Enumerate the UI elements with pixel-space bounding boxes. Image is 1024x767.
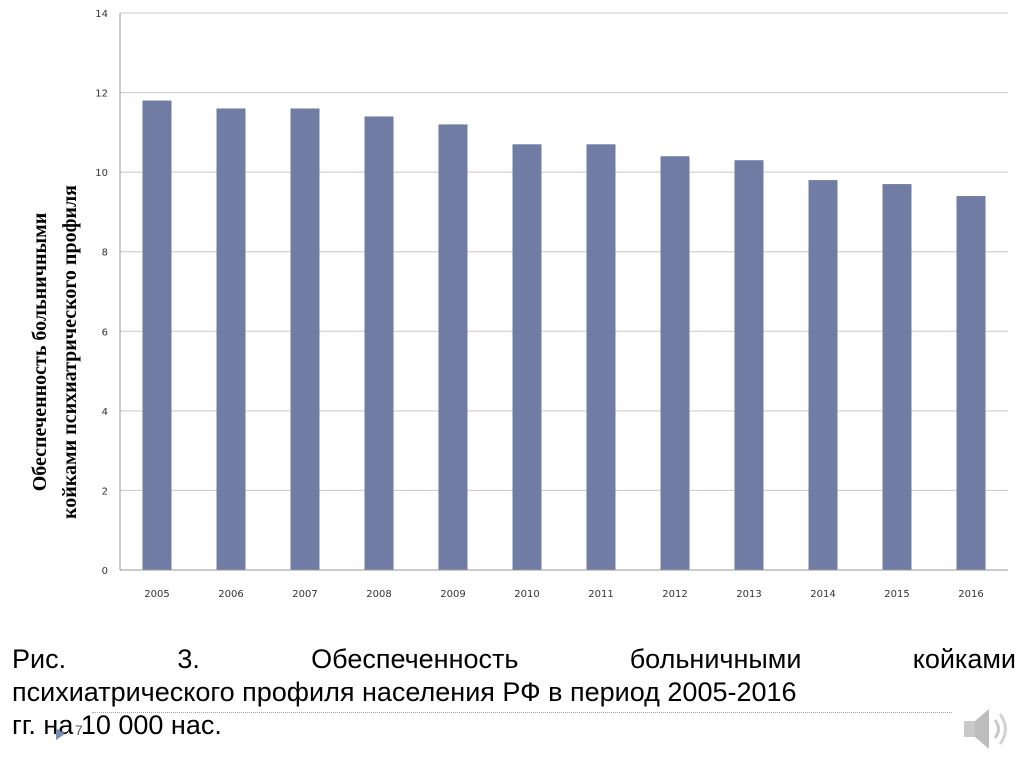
- bar-chart: 0 2 4 6 8 10 12 14 2005 2006 2007 2008 2009 2010 2011…: [29, 9, 1008, 600]
- speaker-icon[interactable]: [958, 700, 1016, 758]
- caption-line1: Рис. 3. Обеспеченность больничными койка…: [12, 643, 1016, 676]
- gridlines: [120, 12, 1008, 491]
- y-axis-label-line1: Обеспеченность больничными: [29, 213, 51, 492]
- bar: [956, 196, 986, 570]
- y-tick-label: 12: [95, 89, 108, 100]
- bar: [364, 116, 394, 570]
- x-tick-label: 2006: [218, 589, 243, 600]
- bar: [216, 108, 246, 570]
- x-tick-labels: 2005 2006 2007 2008 2009 2010 2011 2012 2013 2014…: [144, 589, 983, 600]
- bar: [290, 108, 320, 570]
- bars: [142, 100, 986, 571]
- triangle-right-icon[interactable]: [56, 728, 65, 740]
- x-tick-label: 2008: [366, 589, 391, 600]
- y-tick-label: 6: [102, 327, 108, 338]
- bar: [512, 144, 542, 571]
- y-axis-label-line2: койками психиатрического профиля: [59, 185, 81, 519]
- y-tick-label: 8: [102, 248, 108, 259]
- y-tick-label: 14: [95, 9, 108, 20]
- y-tick-labels: 0 2 4 6 8 10 12 14: [95, 9, 108, 577]
- y-tick-label: 10: [95, 168, 108, 179]
- x-tick-label: 2014: [810, 589, 835, 600]
- caption-word: 3.: [177, 644, 200, 674]
- x-tick-label: 2015: [884, 589, 909, 600]
- x-tick-label: 2010: [514, 589, 539, 600]
- y-axis-label: Обеспеченность больничными койками психи…: [29, 185, 81, 519]
- bar: [734, 160, 764, 570]
- y-tick-label: 2: [102, 486, 108, 497]
- x-tick-label: 2009: [440, 589, 465, 600]
- caption-word: больничными: [629, 644, 802, 674]
- caption-line2: психиатрического профиля населения РФ в …: [12, 677, 797, 707]
- x-tick-label: 2011: [588, 589, 613, 600]
- bar: [660, 156, 690, 570]
- x-tick-label: 2016: [958, 589, 983, 600]
- bar: [438, 124, 468, 571]
- figure-caption: Рис. 3. Обеспеченность больничными койка…: [12, 643, 1016, 742]
- axes: [119, 13, 1008, 571]
- x-tick-label: 2012: [662, 589, 687, 600]
- bar: [882, 184, 912, 571]
- y-tick-label: 4: [102, 407, 108, 418]
- caption-word: Обеспеченность: [311, 644, 519, 674]
- bar: [808, 180, 838, 570]
- x-tick-label: 2007: [292, 589, 317, 600]
- caption-word: Рис.: [12, 644, 67, 674]
- bar: [142, 100, 172, 571]
- caption-word: койками: [912, 644, 1016, 674]
- page-number: 7: [75, 722, 83, 738]
- x-tick-label: 2005: [144, 589, 169, 600]
- dotted-rule: [92, 712, 952, 713]
- x-tick-label: 2013: [736, 589, 761, 600]
- bar: [586, 144, 616, 571]
- y-tick-label: 0: [102, 566, 108, 577]
- caption-line3: гг. на 10 000 нас.: [12, 710, 222, 740]
